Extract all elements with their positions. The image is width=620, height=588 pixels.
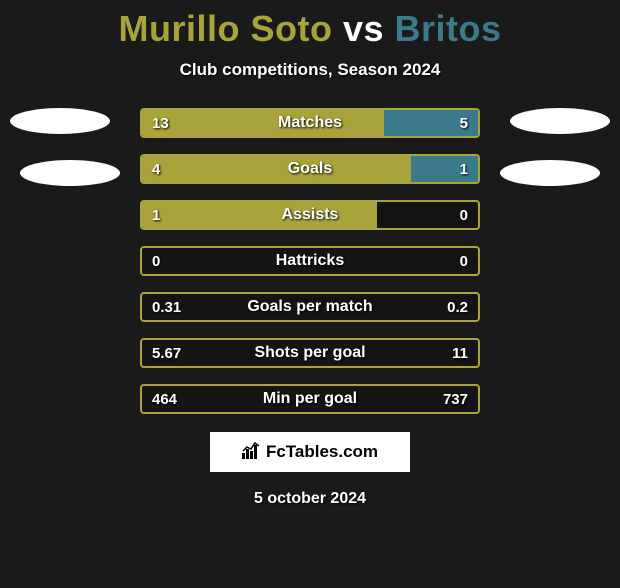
stat-row: 0Hattricks0 — [140, 246, 480, 276]
chart-area: 13Matches54Goals11Assists00Hattricks00.3… — [0, 108, 620, 414]
bar-fill-right — [411, 156, 478, 182]
title-player2: Britos — [395, 8, 502, 49]
bar-fill-left — [142, 156, 411, 182]
chart-icon — [242, 441, 262, 464]
stat-value-left: 0.31 — [152, 294, 181, 320]
logo-box: FcTables.com — [210, 432, 410, 472]
date-text: 5 october 2024 — [0, 490, 620, 508]
stat-label: Min per goal — [142, 386, 478, 412]
stat-row: 5.67Shots per goal11 — [140, 338, 480, 368]
stat-value-right: 0 — [460, 202, 468, 228]
stat-value-right: 11 — [452, 340, 468, 366]
bar-fill-left — [142, 202, 377, 228]
stat-row: 0.31Goals per match0.2 — [140, 292, 480, 322]
player1-avatar-2 — [20, 160, 120, 186]
title-vs: vs — [343, 8, 384, 49]
subtitle: Club competitions, Season 2024 — [0, 60, 620, 80]
page-title: Murillo Soto vs Britos — [0, 8, 620, 50]
stat-value-left: 464 — [152, 386, 177, 412]
stat-value-right: 0 — [460, 248, 468, 274]
stat-label: Hattricks — [142, 248, 478, 274]
title-player1: Murillo Soto — [118, 8, 332, 49]
stat-row: 1Assists0 — [140, 200, 480, 230]
stat-value-left: 5.67 — [152, 340, 181, 366]
player2-avatar-2 — [500, 160, 600, 186]
stat-value-right: 0.2 — [447, 294, 468, 320]
stat-label: Shots per goal — [142, 340, 478, 366]
stat-value-left: 0 — [152, 248, 160, 274]
stat-value-right: 737 — [443, 386, 468, 412]
logo-text: FcTables.com — [266, 442, 378, 462]
bar-fill-left — [142, 110, 384, 136]
stat-row: 4Goals1 — [140, 154, 480, 184]
stat-bars: 13Matches54Goals11Assists00Hattricks00.3… — [140, 108, 480, 414]
player1-avatar-1 — [10, 108, 110, 134]
stat-row: 464Min per goal737 — [140, 384, 480, 414]
player2-avatar-1 — [510, 108, 610, 134]
bar-fill-right — [384, 110, 478, 136]
stat-row: 13Matches5 — [140, 108, 480, 138]
stat-label: Goals per match — [142, 294, 478, 320]
